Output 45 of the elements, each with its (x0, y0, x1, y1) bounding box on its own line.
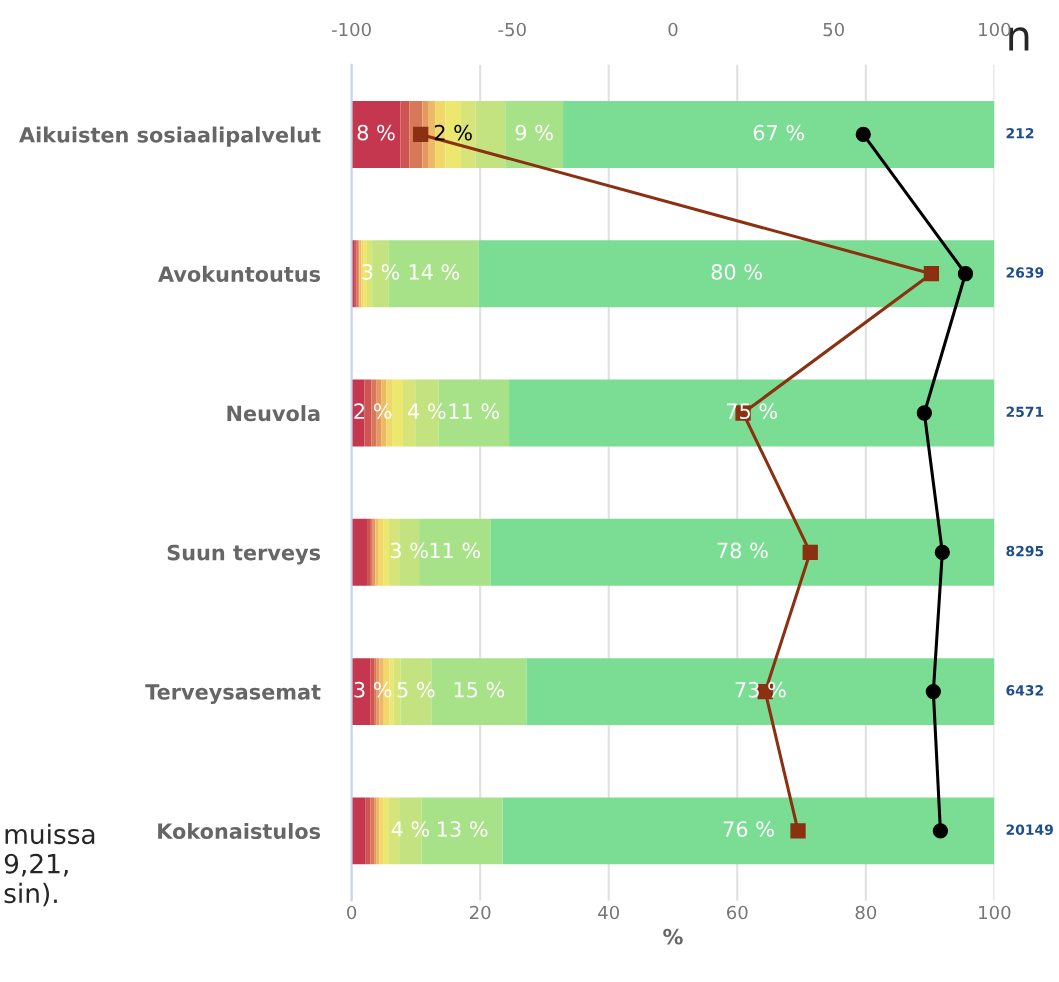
y-tick-label: Suun terveys (167, 544, 321, 565)
y-tick-label: Terveysasemat (145, 684, 321, 704)
data-label: 8 % (357, 124, 395, 141)
x-tick-label: 20 (469, 905, 491, 920)
text: 8295 (1006, 545, 1044, 557)
data-label: 78 % (717, 542, 768, 559)
text: 212 (1006, 127, 1034, 139)
y-tick-label: Neuvola (227, 405, 320, 422)
x2-tick-label: -50 (498, 22, 526, 37)
data-label: 5 % (397, 681, 435, 698)
x-tick-label: 100 (979, 905, 1011, 920)
y-tick-label: Avokuntoutus (158, 265, 321, 282)
x-tick-label: 40 (598, 905, 619, 920)
data-label: 80 % (711, 264, 762, 280)
data-label: 67 % (753, 124, 805, 141)
data-label: 76 % (723, 821, 774, 837)
data-label: 3 % (354, 681, 392, 698)
data-label: 11 % (430, 542, 481, 559)
data-label: 9 % (515, 124, 553, 141)
x2-tick-label: 100 (979, 22, 1011, 37)
text: 2571 (1006, 406, 1044, 418)
data-label: 4 % (391, 821, 430, 837)
x-tick-label: 80 (855, 905, 877, 920)
y-tick-label: Aikuisten sosiaalipalvelut (19, 126, 321, 147)
data-label: 4 % (407, 403, 446, 420)
data-label: 15 % (454, 681, 505, 698)
data-label: 2 % (354, 403, 392, 420)
data-label: 13 % (437, 821, 488, 837)
x-axis-title: % (663, 928, 683, 945)
x-tick-label: 0 (347, 905, 357, 920)
data-label: 14 % (409, 264, 460, 280)
y-tick-label: Kokonaistulos (158, 822, 321, 840)
text: 6432 (1006, 685, 1043, 696)
x2-tick-label: 50 (823, 22, 844, 37)
data-label: 3 % (362, 264, 400, 280)
text: 20149 (1006, 824, 1053, 835)
text: n (1009, 27, 1029, 51)
data-label: 3 % (390, 542, 428, 559)
text: muissa 9,21, sin). (4, 823, 95, 907)
data-label: 11 % (449, 403, 500, 420)
text: 2639 (1006, 267, 1044, 278)
data-label: 2 % (434, 124, 472, 141)
x2-tick-label: 0 (668, 22, 678, 37)
x2-tick-label: -100 (331, 22, 371, 37)
x-tick-label: 60 (727, 905, 748, 920)
